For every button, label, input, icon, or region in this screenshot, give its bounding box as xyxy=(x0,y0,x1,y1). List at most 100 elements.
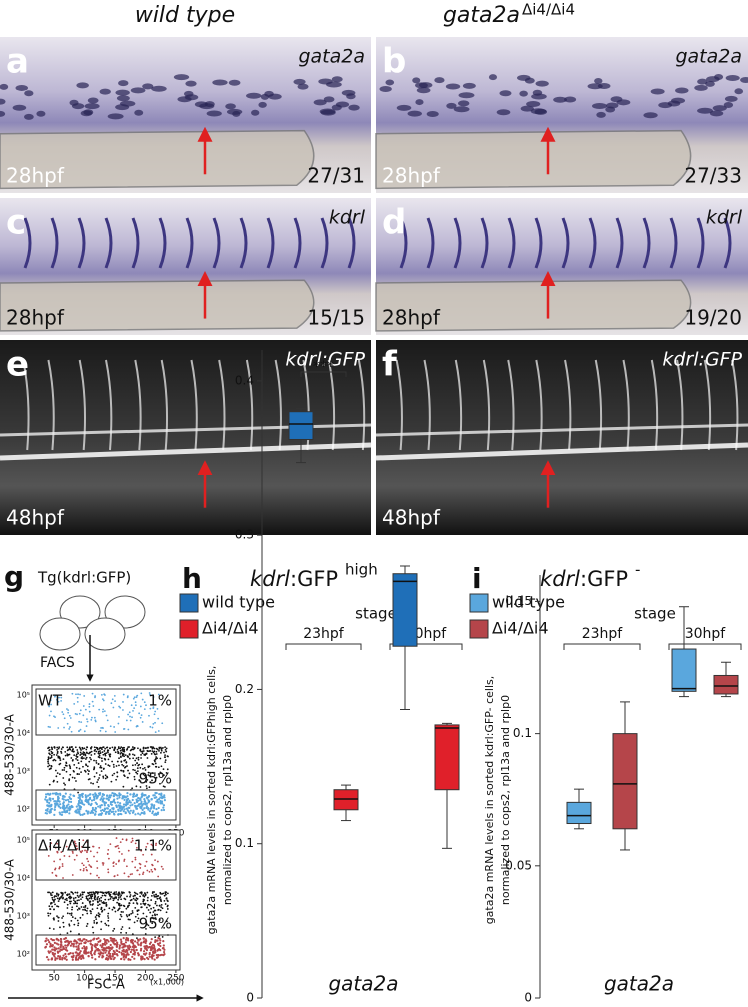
event xyxy=(113,766,115,768)
event xyxy=(82,869,85,872)
event xyxy=(59,813,62,816)
event xyxy=(136,893,139,896)
y-axis-label: normalized to cops2, rpl13a and rplp0 xyxy=(221,695,234,905)
event xyxy=(96,892,99,895)
event xyxy=(133,801,136,805)
event xyxy=(132,792,136,795)
event xyxy=(121,763,124,766)
event xyxy=(80,801,84,804)
event xyxy=(118,903,121,905)
event xyxy=(124,941,128,944)
event xyxy=(123,798,126,801)
event xyxy=(145,906,148,909)
event xyxy=(92,782,95,785)
event xyxy=(79,747,82,750)
event xyxy=(48,752,51,755)
event xyxy=(110,702,113,705)
event xyxy=(112,930,115,932)
event xyxy=(139,891,142,894)
event xyxy=(121,748,124,751)
event xyxy=(128,772,131,775)
box xyxy=(392,573,418,647)
event xyxy=(91,956,94,959)
event xyxy=(98,846,101,849)
event xyxy=(109,937,113,940)
event xyxy=(154,936,157,939)
event xyxy=(66,798,70,801)
event xyxy=(92,900,94,902)
event xyxy=(153,813,156,816)
event xyxy=(135,897,138,900)
event xyxy=(105,905,108,907)
event xyxy=(159,939,162,942)
event xyxy=(162,944,165,947)
event xyxy=(107,940,110,943)
event xyxy=(145,947,148,950)
event xyxy=(106,853,109,855)
vessel xyxy=(395,359,403,451)
y-tick-label: 0.1 xyxy=(513,726,532,740)
event xyxy=(95,918,98,920)
event xyxy=(146,749,149,752)
event xyxy=(131,764,134,767)
event xyxy=(154,859,156,862)
event xyxy=(126,795,129,798)
event xyxy=(154,731,157,734)
event xyxy=(124,796,128,799)
event xyxy=(139,798,142,801)
event xyxy=(126,937,130,940)
event xyxy=(128,711,131,714)
event xyxy=(50,893,52,896)
event xyxy=(98,708,101,711)
event xyxy=(120,746,123,749)
stain xyxy=(499,90,512,97)
event xyxy=(67,800,71,803)
event xyxy=(65,810,69,814)
event xyxy=(144,938,147,941)
panel-probe: gata2a xyxy=(675,46,742,68)
event xyxy=(88,760,91,763)
event xyxy=(48,951,51,954)
event xyxy=(166,755,169,758)
event xyxy=(62,798,65,801)
y-tick-label: 10² xyxy=(17,805,30,814)
event xyxy=(60,851,63,853)
event xyxy=(113,927,116,930)
stain xyxy=(553,96,567,103)
event xyxy=(113,937,116,941)
event xyxy=(84,941,87,944)
stain xyxy=(69,99,79,106)
event xyxy=(90,810,93,813)
event xyxy=(122,709,124,711)
y-axis-label: gata2a mRNA levels in sorted kdrl:GFPhig… xyxy=(205,666,218,935)
event xyxy=(79,808,82,811)
event xyxy=(112,763,115,766)
event xyxy=(117,722,120,725)
event xyxy=(73,770,75,773)
event xyxy=(152,746,154,749)
event xyxy=(140,692,143,695)
event xyxy=(157,773,160,775)
event xyxy=(77,947,80,950)
event xyxy=(123,858,126,861)
event xyxy=(128,948,131,951)
event xyxy=(162,806,165,809)
event xyxy=(140,849,143,852)
panel-probe: kdrl:GFP xyxy=(662,349,742,371)
event xyxy=(94,958,97,961)
event xyxy=(55,754,58,756)
event xyxy=(109,747,111,750)
event xyxy=(89,910,92,912)
event xyxy=(150,899,153,901)
event xyxy=(129,804,132,807)
event xyxy=(65,955,68,958)
event xyxy=(138,779,141,781)
event xyxy=(116,760,119,763)
event xyxy=(143,708,146,711)
vessel xyxy=(534,217,543,269)
event xyxy=(92,811,95,814)
event xyxy=(96,898,99,901)
stain xyxy=(99,88,111,95)
event xyxy=(151,922,154,925)
event xyxy=(158,797,161,801)
